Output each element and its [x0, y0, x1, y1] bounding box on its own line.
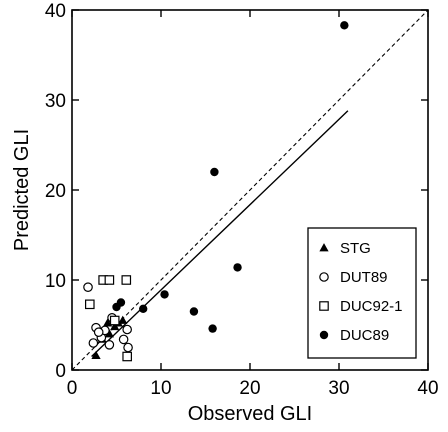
data-point — [122, 324, 132, 335]
data-point — [104, 275, 115, 285]
x-tick-label: 10 — [150, 378, 171, 399]
legend-item: STG — [319, 240, 371, 257]
data-point — [84, 299, 95, 310]
data-point — [102, 318, 113, 327]
y-tick-label: 10 — [45, 271, 66, 292]
y-axis-title: Predicted GLI — [11, 129, 33, 251]
data-point — [109, 315, 120, 326]
legend-marker — [319, 301, 329, 311]
data-points-layer — [83, 21, 349, 362]
x-axis-title: Observed GLI — [188, 403, 313, 425]
data-point — [340, 21, 349, 30]
data-point — [121, 275, 132, 285]
legend-item: DUC92-1 — [319, 298, 403, 315]
data-point — [118, 334, 129, 345]
data-point — [123, 342, 133, 353]
legend-item: DUC89 — [319, 327, 389, 344]
data-point — [210, 167, 219, 177]
series-duc89 — [112, 21, 349, 333]
regression-line-layer — [91, 110, 349, 358]
reference-line-layer — [71, 9, 429, 371]
data-point — [189, 307, 199, 316]
reference-line-1to1 — [71, 9, 429, 371]
legend: STG DUT89 DUC92-1 DUC89 — [307, 227, 417, 359]
data-point — [160, 290, 169, 299]
series-dut89 — [83, 282, 133, 353]
y-tick-label: 30 — [45, 91, 66, 112]
regression-line — [91, 110, 349, 358]
x-tick-label: 20 — [239, 378, 260, 399]
y-tick-label: 20 — [45, 181, 66, 202]
data-point — [104, 329, 114, 338]
y-tick-label: 40 — [45, 1, 66, 22]
legend-label: DUC92-1 — [340, 298, 403, 315]
data-point — [208, 324, 217, 333]
data-point — [88, 338, 99, 348]
axis-ticks-layer: 0 10 20 30 40 0 10 20 30 40 — [45, 1, 439, 399]
data-point — [93, 327, 104, 337]
x-tick-label: 0 — [67, 378, 78, 399]
y-tick-label: 0 — [55, 361, 66, 382]
data-point — [104, 339, 115, 350]
data-point — [118, 315, 128, 324]
legend-label: STG — [340, 240, 371, 257]
data-point — [233, 263, 242, 272]
data-point — [122, 351, 132, 362]
legend-marker — [319, 243, 329, 252]
legend-item: DUT89 — [319, 269, 388, 286]
x-tick-label: 30 — [328, 378, 349, 399]
x-tick-label: 40 — [417, 378, 438, 399]
data-point — [83, 282, 93, 292]
data-point — [91, 350, 101, 359]
legend-marker — [319, 330, 329, 340]
legend-label: DUT89 — [340, 269, 388, 286]
series-duc92-1 — [84, 275, 132, 362]
data-point — [139, 304, 148, 313]
data-point — [116, 298, 126, 307]
legend-label: DUC89 — [340, 327, 389, 344]
legend-marker — [319, 272, 329, 282]
